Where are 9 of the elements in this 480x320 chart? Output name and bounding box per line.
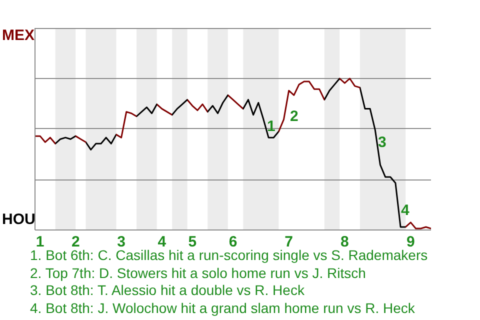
text: 4. Bot 8th: J. Wolochow hit a grand slam home run vs R. Heck	[30, 300, 416, 317]
annotation: 3	[378, 134, 386, 151]
annotation: 2	[290, 108, 298, 125]
text: 2. Top 7th: D. Stowers hit a solo home run vs J. Ritsch	[30, 264, 367, 282]
text: 3. Bot 8th: T. Alessio hit a double vs R. Heck	[30, 282, 306, 300]
annotation: 1	[267, 118, 276, 135]
text: MEX	[2, 27, 35, 44]
annotation: HOU	[2, 211, 36, 228]
annotation: 4	[401, 202, 410, 219]
